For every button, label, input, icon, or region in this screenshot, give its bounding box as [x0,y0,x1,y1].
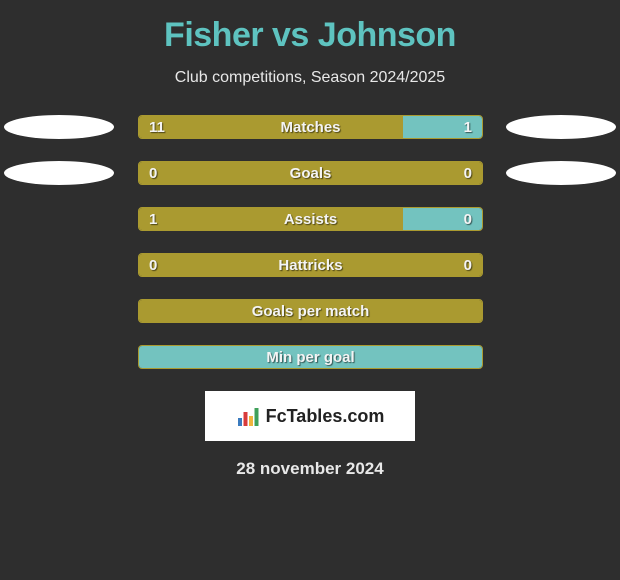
stat-bar: Assists10 [138,207,483,231]
stat-row: Goals00 [0,161,620,185]
left-ellipse [4,115,114,139]
left-value: 1 [149,208,157,231]
comparison-chart: Matches111Goals00Assists10Hattricks00Goa… [0,115,620,369]
stat-row: Goals per match [0,299,620,323]
bar-left-segment [139,254,482,276]
bar-right-segment [139,346,482,368]
right-ellipse [506,115,616,139]
bar-left-segment [139,300,482,322]
bars-icon [236,406,260,426]
stat-bar: Goals00 [138,161,483,185]
stat-row: Assists10 [0,207,620,231]
bar-left-segment [139,208,403,230]
right-value: 0 [464,208,472,231]
subtitle: Club competitions, Season 2024/2025 [175,69,445,87]
stat-bar: Matches111 [138,115,483,139]
stat-bar: Min per goal [138,345,483,369]
stat-row: Matches111 [0,115,620,139]
fctables-logo: FcTables.com [205,391,415,441]
left-value: 11 [149,116,165,139]
right-value: 0 [464,162,472,185]
stat-bar: Hattricks00 [138,253,483,277]
right-value: 0 [464,254,472,277]
date-label: 28 november 2024 [236,459,383,479]
logo-text: FcTables.com [266,406,385,427]
left-value: 0 [149,254,157,277]
right-ellipse [506,161,616,185]
stat-bar: Goals per match [138,299,483,323]
bar-left-segment [139,116,403,138]
left-ellipse [4,161,114,185]
stat-row: Hattricks00 [0,253,620,277]
left-value: 0 [149,162,157,185]
right-value: 1 [464,116,472,139]
page-title: Fisher vs Johnson [164,16,456,55]
bar-left-segment [139,162,482,184]
stat-row: Min per goal [0,345,620,369]
